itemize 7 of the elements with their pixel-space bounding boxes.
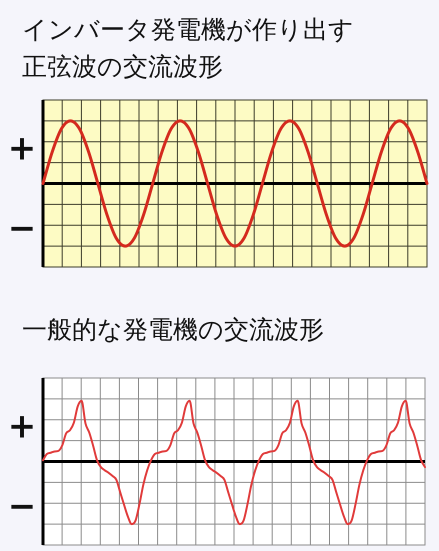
text: +	[8, 128, 36, 168]
chart-subtitle: 正弦波の交流波形	[22, 52, 223, 81]
text: −	[8, 208, 36, 249]
chart-title: インバータ発電機が作り出す	[22, 15, 354, 44]
text: +	[8, 406, 36, 446]
chart-title: 一般的な発電機の交流波形	[22, 315, 324, 344]
text: −	[8, 486, 36, 527]
